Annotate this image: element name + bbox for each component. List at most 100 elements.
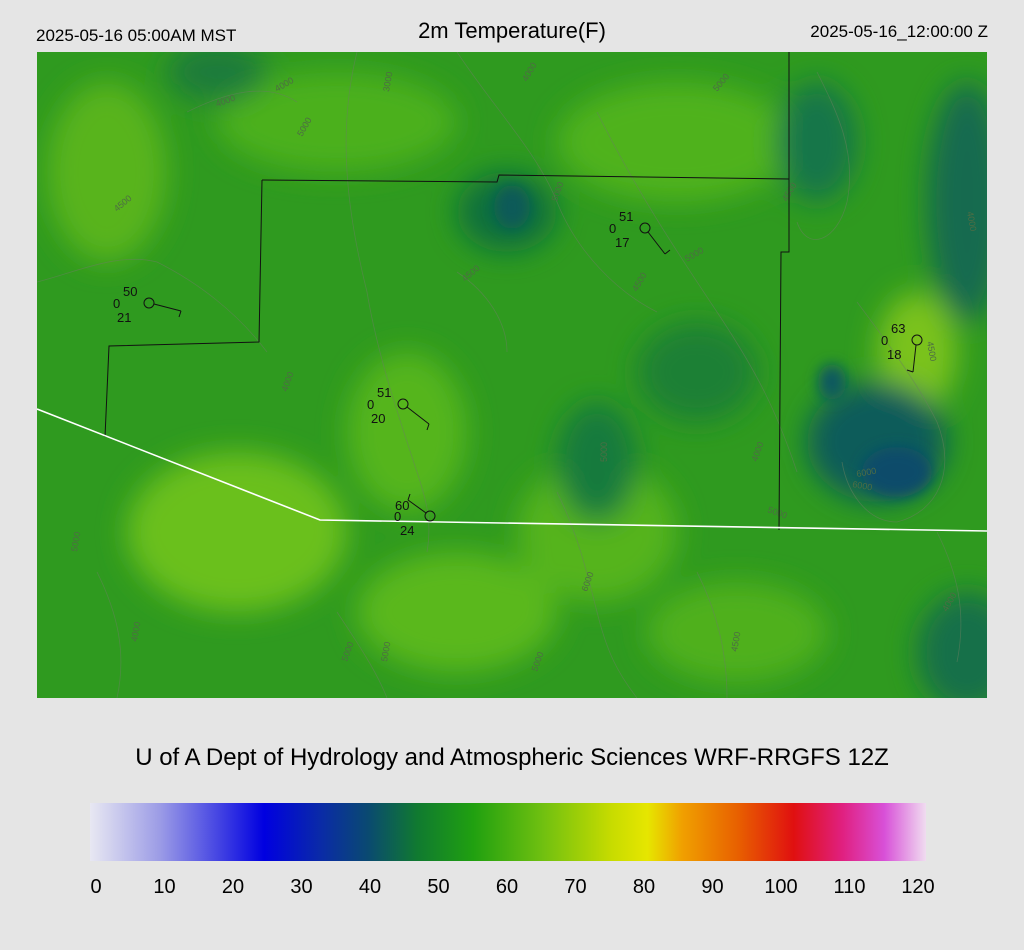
colorbar-tick-label: 0 <box>90 876 102 898</box>
station-dewpoint: 21 <box>117 310 131 325</box>
station-gust: 0 <box>113 296 120 311</box>
warm-region <box>357 552 557 672</box>
station-temp: 50 <box>123 284 137 299</box>
wind-barb-flag <box>906 369 914 373</box>
station-marker <box>424 510 436 522</box>
contour-line <box>96 571 122 698</box>
cold-spot <box>862 447 932 497</box>
cold-spot <box>818 364 846 400</box>
wind-barb-flag <box>178 310 182 318</box>
station-dewpoint: 18 <box>887 347 901 362</box>
cool-region <box>637 322 757 422</box>
wind-barb <box>407 499 427 514</box>
station-temp: 51 <box>619 209 633 224</box>
warm-region <box>647 582 827 682</box>
cool-region <box>557 402 637 522</box>
station-dewpoint: 20 <box>371 411 385 426</box>
temperature-colorbar <box>90 803 926 861</box>
county-line <box>778 52 790 531</box>
colorbar-tick-label: 10 <box>153 876 176 898</box>
warm-region <box>47 82 167 262</box>
station-plot: 63 0 18 <box>881 321 923 373</box>
station-marker <box>639 222 651 234</box>
warm-region <box>217 72 457 172</box>
warm-region <box>557 82 797 202</box>
contour-line <box>556 491 638 698</box>
wind-barb-flag <box>407 493 411 501</box>
colorbar-tick-label: 100 <box>764 876 798 898</box>
warm-region <box>877 292 957 412</box>
contour-label: 4500 <box>729 631 742 652</box>
wind-barb <box>647 231 666 255</box>
state-boundary <box>37 408 987 532</box>
colorbar-tick-label: 60 <box>495 876 519 898</box>
contour-line <box>456 52 658 313</box>
cold-spots <box>494 185 932 497</box>
station-plot: 50 0 21 <box>113 284 182 325</box>
station-temp: 63 <box>891 321 905 336</box>
contour-line <box>796 71 851 240</box>
contour-labels: 3000 400040004000500045004500500050005000… <box>69 61 978 673</box>
station-gust: 0 <box>367 397 374 412</box>
warm-region <box>127 452 347 612</box>
contour-line <box>936 531 962 663</box>
station-marker <box>911 334 923 346</box>
station-gust: 0 <box>881 333 888 348</box>
warm-region <box>347 352 467 512</box>
contour-label: 6000 <box>852 479 873 492</box>
contour-line <box>696 571 728 698</box>
station-plot: 51 0 17 <box>609 209 671 255</box>
wind-barb <box>912 344 917 373</box>
station-dewpoint: 17 <box>615 235 629 250</box>
station-gust: 0 <box>394 509 401 524</box>
colorbar-tick-label: 50 <box>427 876 450 898</box>
model-title: U of A Dept of Hydrology and Atmospheric… <box>135 744 889 771</box>
county-boundaries <box>104 52 790 531</box>
colorbar-tick-label: 40 <box>358 876 382 898</box>
county-line <box>261 174 790 183</box>
station-gust: 0 <box>609 221 616 236</box>
station-dewpoint: 24 <box>400 523 414 538</box>
contour-line <box>336 611 388 698</box>
station-marker <box>143 297 155 309</box>
contour-label: 5000 <box>69 531 82 552</box>
station-temp: 51 <box>377 385 391 400</box>
contour-label: 5000 <box>379 641 392 662</box>
contour-label: 4000 <box>129 621 142 642</box>
colorbar-tick-label: 30 <box>290 876 313 898</box>
colorbar-tick-label: 110 <box>833 876 866 898</box>
wind-barb <box>406 406 430 425</box>
colorbar-tick-label: 20 <box>221 876 245 898</box>
wind-barb-flag <box>664 249 671 255</box>
wind-barb-flag <box>426 423 430 431</box>
contour-label: 4000 <box>965 211 978 232</box>
station-plot: 51 0 20 <box>367 385 430 431</box>
cool-region <box>917 592 987 698</box>
field-title: 2m Temperature(F) <box>418 18 606 43</box>
contour-line <box>841 301 946 523</box>
station-temp: 60 <box>395 498 409 513</box>
county-line <box>104 179 263 438</box>
station-marker <box>397 398 409 410</box>
contour-label: 6000 <box>856 466 877 479</box>
contour-line <box>596 111 798 473</box>
contour-label: 5000 <box>599 442 609 462</box>
cool-region <box>927 82 987 322</box>
contour-line <box>186 90 298 113</box>
colorbar-tick-labels: 0 10 20 30 40 50 60 70 80 90 100 110 120 <box>0 876 1024 900</box>
colorbar-tick-label: 90 <box>701 876 724 898</box>
contour-line <box>345 52 430 553</box>
colorbar-tick-label: 80 <box>632 876 656 898</box>
wind-barb <box>153 303 182 312</box>
contour-line <box>456 271 508 353</box>
contour-line <box>37 258 268 353</box>
temperature-map: 3000 400040004000500045004500500050005000… <box>37 52 987 698</box>
local-time-label: 2025-05-16 05:00AM MST <box>36 26 237 45</box>
cool-region <box>167 52 267 102</box>
contour-label: 3000 <box>381 71 394 92</box>
contour-label: 4500 <box>925 341 938 362</box>
station-plot: 60 0 24 <box>394 493 436 538</box>
colorbar-tick-label: 70 <box>564 876 587 898</box>
valid-time-label: 2025-05-16_12:00:00 Z <box>810 22 988 41</box>
cold-spot <box>494 185 530 229</box>
